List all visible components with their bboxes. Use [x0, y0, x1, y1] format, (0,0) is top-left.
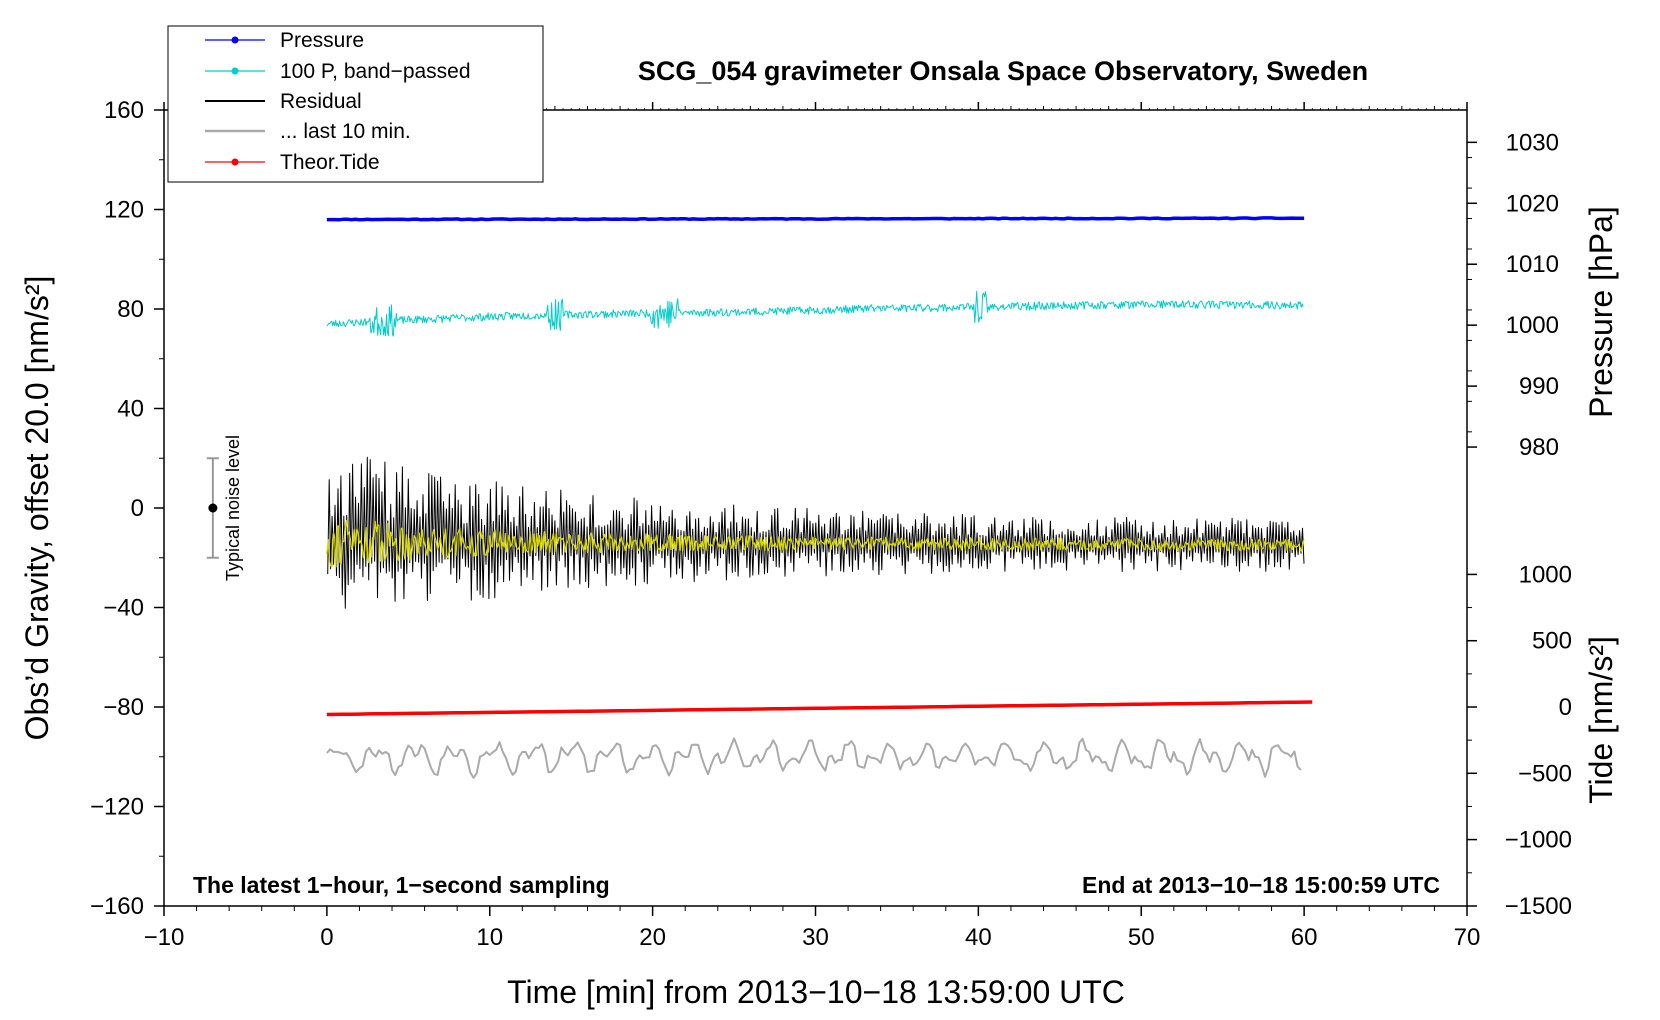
chart-title: SCG_054 gravimeter Onsala Space Observat… [638, 56, 1368, 86]
tick-layer: −10 0 10 20 30 40 50 60 7016012080400−40−80−120−… [90, 97, 1572, 951]
y-axis-title-tide: Tide [nm/s²] [1583, 636, 1619, 804]
x-tick-label: 10 [476, 924, 503, 951]
pressure-tick-label: 1000 [1506, 312, 1559, 339]
y-tick-label-left: −160 [90, 893, 144, 920]
tide-tick-label: 500 [1532, 628, 1572, 655]
tide-tick-label: −1500 [1505, 893, 1572, 920]
annotation-bottom-left: The latest 1−hour, 1−second sampling [193, 872, 610, 898]
legend-marker-tide [231, 158, 239, 166]
series-pressure [326, 216, 1305, 222]
y-axis-title-pressure: Pressure [hPa] [1583, 206, 1619, 418]
legend-box [167, 25, 544, 183]
y-tick-label-left: −40 [103, 595, 144, 622]
legend-label-bandpassed: 100 P, band−passed [280, 60, 471, 83]
y-tick-label-left: 160 [104, 97, 144, 124]
noise-bar: Typical noise level [206, 435, 243, 581]
legend-marker-pressure [231, 36, 239, 44]
annotation-bottom-right: End at 2013−10−18 15:00:59 UTC [1082, 872, 1440, 898]
x-axis-title: Time [min] from 2013−10−18 13:59:00 UTC [507, 974, 1125, 1010]
x-tick-label: 0 [320, 924, 333, 951]
y-tick-label-left: −120 [90, 794, 144, 821]
plot-frame [163, 109, 1468, 907]
x-tick-label: 20 [639, 924, 666, 951]
noise-bar-label: Typical noise level [223, 435, 243, 581]
y-tick-label-left: 0 [131, 495, 144, 522]
series-bandpassed [326, 290, 1304, 337]
y-axis-title-left: Obs’d Gravity, offset 20.0 [nm/s²] [19, 276, 55, 741]
noise-bar-dot [208, 503, 218, 513]
x-tick-label: 70 [1454, 924, 1481, 951]
legend-entry-bandpassed: 100 P, band−passed [205, 60, 471, 83]
pressure-tick-label: 990 [1519, 373, 1559, 400]
tide-tick-label: −500 [1518, 760, 1572, 787]
pressure-tick-label: 980 [1519, 434, 1559, 461]
x-tick-label: −10 [144, 924, 185, 951]
series-layer [326, 216, 1313, 779]
y-tick-label-left: 40 [117, 396, 144, 423]
y-tick-label-left: 120 [104, 197, 144, 224]
legend-marker-bandpassed [231, 67, 239, 75]
legend-label-tide: Theor.Tide [280, 151, 380, 174]
legend-label-last10: ... last 10 min. [280, 120, 411, 143]
series-tide [326, 700, 1313, 717]
legend-entry-last10: ... last 10 min. [205, 120, 411, 143]
pressure-tick-label: 1020 [1506, 190, 1559, 217]
legend-label-pressure: Pressure [280, 29, 364, 52]
series-last10 [326, 737, 1302, 779]
tide-tick-label: −1000 [1505, 827, 1572, 854]
legend: Pressure 100 P, band−passed Residual ...… [167, 25, 544, 183]
tide-tick-label: 0 [1559, 694, 1572, 721]
y-tick-label-left: −80 [103, 694, 144, 721]
pressure-tick-label: 1030 [1506, 129, 1559, 156]
series-residual [327, 456, 1305, 609]
x-tick-label: 60 [1291, 924, 1318, 951]
pressure-tick-label: 1010 [1506, 251, 1559, 278]
tide-tick-label: 1000 [1519, 561, 1572, 588]
legend-entry-tide: Theor.Tide [205, 151, 380, 174]
y-tick-label-left: 80 [117, 296, 144, 323]
legend-entry-residual: Residual [205, 90, 362, 113]
x-tick-label: 50 [1128, 924, 1155, 951]
overlay-yellow-trace [326, 519, 1305, 568]
legend-entry-pressure: Pressure [205, 29, 364, 52]
x-tick-label: 40 [965, 924, 992, 951]
x-tick-label: 30 [802, 924, 829, 951]
legend-label-residual: Residual [280, 90, 362, 113]
